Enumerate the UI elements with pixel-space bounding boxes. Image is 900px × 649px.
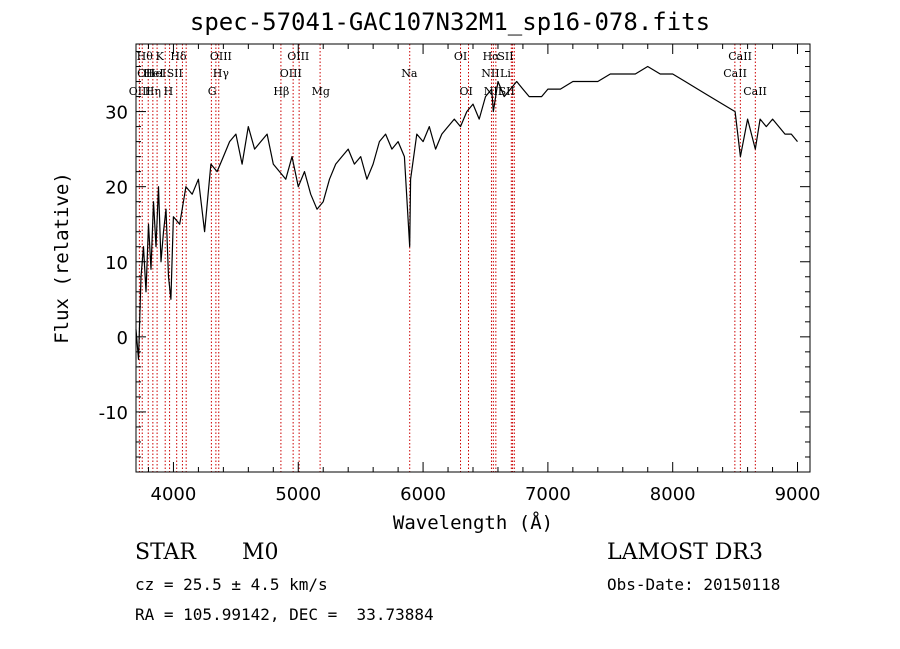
subclass-label: M0 (242, 540, 279, 565)
line-label: Hγ (213, 67, 230, 80)
line-label: Hη (145, 85, 161, 98)
line-label: H (164, 85, 174, 98)
x-tick-label: 9000 (775, 484, 821, 505)
line-label: Na (401, 67, 418, 80)
line-label: SII (497, 50, 513, 63)
coordinates: RA = 105.99142, DEC = 33.73884 (135, 605, 434, 624)
y-tick-label: 0 (117, 328, 128, 349)
obs-date: Obs-Date: 20150118 (607, 575, 781, 594)
line-label: SII (167, 67, 183, 80)
chart-title: spec-57041-GAC107N32M1_sp16-078.fits (189, 8, 711, 36)
line-label: G (208, 85, 217, 98)
line-label: OIII (287, 50, 309, 63)
line-label: SII (499, 85, 515, 98)
line-label: OI (459, 85, 472, 98)
line-label: NII (481, 67, 499, 80)
line-label: K (156, 50, 165, 63)
x-tick-label: 4000 (151, 484, 197, 505)
line-label: OIII (280, 67, 302, 80)
x-tick-label: 8000 (650, 484, 696, 505)
line-label: OIII (210, 50, 232, 63)
line-label: CaII (728, 50, 752, 63)
line-label: NII (484, 85, 502, 98)
spectrum-layer (135, 65, 798, 360)
y-axis-label: Flux (relative) (51, 172, 73, 344)
class-label: STAR (135, 540, 196, 565)
line-label: Hδ (170, 50, 187, 63)
line-label: CaII (723, 67, 747, 80)
line-label: OIII (129, 85, 151, 98)
x-axis-label: Wavelength (Å) (393, 511, 553, 534)
cz-text: cz = 25.5 ± 4.5 km/s (135, 575, 328, 594)
plot-frame (135, 43, 811, 473)
line-label: Hθ (137, 50, 154, 63)
x-tick-label: 7000 (525, 484, 571, 505)
line-label: CaII (743, 85, 767, 98)
y-tick-label: 30 (105, 103, 128, 124)
line-label: Mg (312, 85, 330, 98)
line-label: OI (454, 50, 467, 63)
y-tick-label: -10 (99, 403, 128, 424)
line-label: Hα (483, 50, 501, 63)
line-label: Li (500, 67, 511, 80)
axes-layer: 4000 5000 6000 7000 8000 9000 -10 0 10 20 30 Wavele… (51, 43, 821, 534)
y-tick-label: 10 (105, 253, 128, 274)
spectrum-line (135, 65, 798, 360)
line-label: Hβ (273, 85, 289, 98)
line-label: OII (137, 67, 155, 80)
line-marker-layer (138, 44, 756, 472)
y-tick-label: 20 (105, 178, 128, 199)
x-tick-label: 5000 (275, 484, 321, 505)
survey-label: LAMOST DR3 (607, 540, 763, 565)
line-label: HeI (143, 67, 163, 80)
line-label: HeI (146, 67, 166, 80)
x-tick-label: 6000 (400, 484, 446, 505)
